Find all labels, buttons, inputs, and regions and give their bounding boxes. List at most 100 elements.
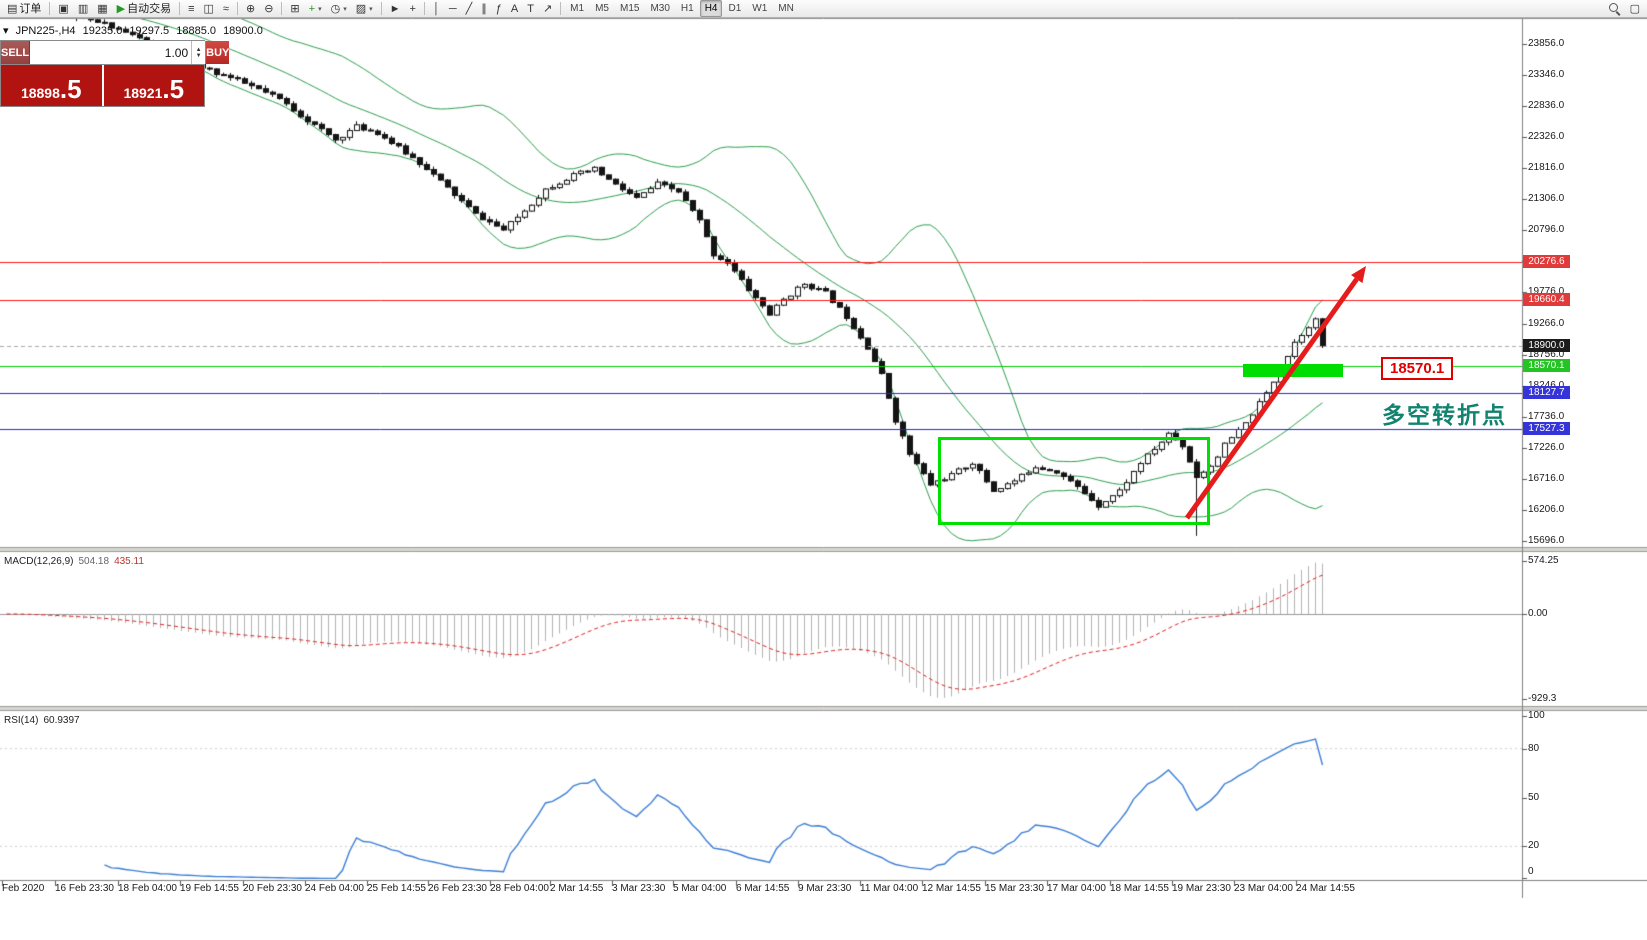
templates-icon[interactable]: ▨ ▾ <box>352 0 377 18</box>
price-tick-label: 21306.0 <box>1528 193 1565 205</box>
cursor-icon[interactable]: ► <box>386 0 405 18</box>
price-tick-label: 17736.0 <box>1528 410 1565 422</box>
resistance-badge-1: 20276.6 <box>1523 254 1570 268</box>
price-callout-annotation[interactable]: 18570.1 <box>1381 357 1454 380</box>
macd-tick-label: -929.3 <box>1528 693 1557 705</box>
data-window-icon[interactable]: ▦ <box>93 0 111 18</box>
price-tick-label: 23346.0 <box>1528 69 1565 81</box>
price-axis[interactable]: 23856.0 23346.0 22836.0 22326.0 21816.0 21306… <box>1522 18 1647 880</box>
time-axis[interactable]: Feb 2020 16 Feb 23:30 18 Feb 04:00 19 Feb 1… <box>0 881 1647 899</box>
timeframe-button-m30[interactable]: M30 <box>650 3 670 14</box>
fibonacci-icon[interactable]: ƒ <box>492 0 506 18</box>
candlestick-chart-icon[interactable]: ◫ <box>200 0 218 18</box>
time-tick-label: 17 Mar 04:00 <box>1047 883 1106 894</box>
current-price-badge: 18900.0 <box>1523 338 1570 352</box>
indicators-icon[interactable]: + ▾ <box>305 0 326 18</box>
toolbar-separator <box>49 2 51 15</box>
buy-price-frac: .5 <box>162 74 185 104</box>
price-tick-label: 17226.0 <box>1528 441 1565 453</box>
buy-price-int: 18921 <box>123 85 163 101</box>
auto-trading-button[interactable]: ▶ 自动交易 <box>113 0 175 18</box>
time-tick-label: 2 Mar 14:55 <box>550 883 604 894</box>
price-tick-label: 19266.0 <box>1528 317 1565 329</box>
crosshair-icon[interactable]: + <box>406 0 420 18</box>
price-tick-label: 22326.0 <box>1528 131 1565 143</box>
sell-button[interactable]: SELL <box>1 41 31 64</box>
time-tick-label: 18 Mar 14:55 <box>1110 883 1169 894</box>
search-icon[interactable] <box>1604 0 1625 18</box>
time-tick-label: 19 Feb 14:55 <box>180 883 239 894</box>
rsi-value: 60.9397 <box>43 715 80 726</box>
timeframe-button-d1[interactable]: D1 <box>728 3 742 14</box>
rsi-tick-label: 0 <box>1528 866 1534 877</box>
time-tick-label: 9 Mar 23:30 <box>798 883 852 894</box>
new-order-button: ▤ <box>7 2 18 15</box>
time-tick-label: 18 Feb 04:00 <box>118 883 177 894</box>
new-order-button[interactable]: ▤ 订单 <box>3 0 45 18</box>
timeframe-button-h4[interactable]: H4 <box>699 0 723 17</box>
rsi-indicator-label: RSI(14) 60.9397 <box>4 715 80 726</box>
tile-windows-icon[interactable]: ⊞ <box>286 0 303 18</box>
zoom-out-icon[interactable]: ⊖ <box>260 0 277 18</box>
text-icon[interactable]: A <box>507 0 522 18</box>
symbol-ohlc-label: ▾ JPN225-,H4 19235.0 19297.5 18885.0 189… <box>3 24 267 37</box>
profiles-icon[interactable]: ▥ <box>74 0 92 18</box>
channel-icon: ∥ <box>481 2 487 15</box>
spinner-down-icon[interactable]: ▼ <box>195 52 202 59</box>
horizontal-line-icon[interactable]: ─ <box>445 0 461 18</box>
ohlc-open: 19235.0 <box>82 25 123 37</box>
chevron-down-icon: ▾ <box>369 5 373 13</box>
support-highlight-annotation[interactable] <box>1243 364 1343 377</box>
timeframe-button-w1[interactable]: W1 <box>752 3 768 14</box>
zoom-in-icon[interactable]: ⊕ <box>242 0 259 18</box>
rsi-tick-label: 100 <box>1528 710 1545 721</box>
toolbar: ▤ 订单 ▣ ▥ ▦ ▶ 自动交易 ≡ ◫ ≈ ⊕ ⊖ ⊞ + ▾ ◷ ▾ ▨ ▾ ► + │ ─ ╱ ∥ ƒ A T ↗ M1 M5 M15… <box>0 0 1647 18</box>
label-icon[interactable]: T <box>523 0 538 18</box>
macd-tick-label: 574.25 <box>1528 555 1559 567</box>
price-tick-label: 18756.0 <box>1528 348 1565 360</box>
buy-price-display[interactable]: 18921.5 <box>103 65 204 106</box>
line-chart-icon[interactable]: ≈ <box>219 0 233 18</box>
time-tick-label: 28 Feb 04:00 <box>490 883 549 894</box>
chart-window-icon[interactable]: ▣ <box>54 0 72 18</box>
price-tick-label: 23856.0 <box>1528 38 1565 49</box>
timeframe-button-m1[interactable]: M1 <box>570 3 585 14</box>
text-icon: A <box>510 2 519 15</box>
turning-point-annotation[interactable]: 多空转折点 <box>1382 402 1507 428</box>
profiles-icon: ▥ <box>77 2 89 15</box>
vertical-line-icon[interactable]: │ <box>429 0 444 18</box>
lot-size-input[interactable] <box>30 41 192 64</box>
arrow-tool-icon[interactable]: ↗ <box>539 0 556 18</box>
tile-windows-icon: ⊞ <box>290 2 300 15</box>
candlestick-chart-icon: ◫ <box>203 2 214 15</box>
timeframe-button-m15[interactable]: M15 <box>619 3 640 14</box>
auto-trading-button: ▶ <box>116 2 126 15</box>
panel-collapse-icon[interactable]: ▾ <box>3 25 9 37</box>
bar-chart-icon[interactable]: ≡ <box>184 0 198 18</box>
timeframe-button-m5[interactable]: M5 <box>595 3 609 14</box>
sell-price-display[interactable]: 18898.5 <box>1 65 102 106</box>
chevron-down-icon: ▾ <box>318 5 322 13</box>
symbol-name: JPN225-,H4 <box>15 25 76 37</box>
time-tick-label: 23 Mar 04:00 <box>1234 883 1293 894</box>
time-tick-label: 26 Feb 23:30 <box>428 883 487 894</box>
trendline-icon[interactable]: ╱ <box>462 0 477 18</box>
time-tick-label: 24 Mar 14:55 <box>1296 883 1355 894</box>
time-tick-label: Feb 2020 <box>2 883 45 894</box>
periods-icon[interactable]: ◷ ▾ <box>327 0 351 18</box>
toolbar-separator <box>281 2 283 15</box>
spinner-up-icon[interactable]: ▲ <box>195 46 202 53</box>
timeframe-button-h1[interactable]: H1 <box>680 3 694 14</box>
resistance-badge-2: 19660.4 <box>1523 292 1570 306</box>
toolbar-separator <box>560 2 562 15</box>
timeframe-button-mn[interactable]: MN <box>778 3 794 14</box>
channel-icon[interactable]: ∥ <box>477 0 491 18</box>
lot-spinner[interactable]: ▲ ▼ <box>191 41 205 64</box>
window-layout-icon[interactable]: ▢ <box>1626 0 1644 18</box>
sell-price-int: 18898 <box>20 85 60 101</box>
consolidation-box-annotation[interactable] <box>938 437 1210 525</box>
rsi-tick-label: 80 <box>1528 742 1540 754</box>
buy-button[interactable]: BUY <box>206 41 230 64</box>
